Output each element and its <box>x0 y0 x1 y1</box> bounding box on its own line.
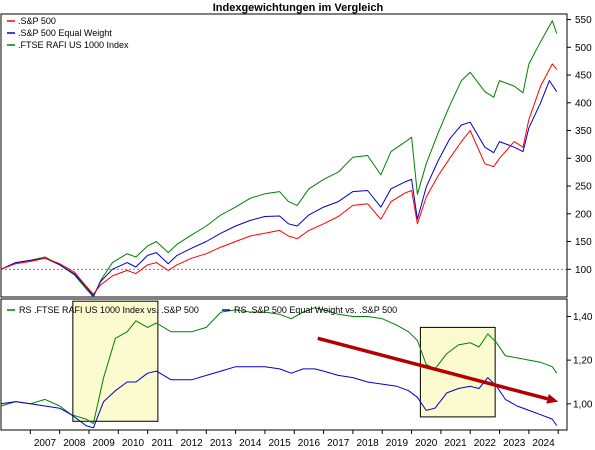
legend-label-ftse-rafi: .FTSE RAFI US 1000 Index <box>18 40 129 50</box>
x-tick-label: 2022 <box>474 438 497 449</box>
upper-y-tick-label: 200 <box>575 209 592 220</box>
trend-arrow-head <box>546 393 559 404</box>
legend-label-rs-equal-weight: RS .S&P 500 Equal Weight vs. .S&P 500 <box>234 305 397 315</box>
x-tick-label: 2007 <box>34 438 57 449</box>
x-tick-label: 2010 <box>122 438 145 449</box>
upper-panel: 100 150 200 250 300 350 400 450 500 550 .S&P 500 … <box>0 13 592 298</box>
highlight-box <box>419 326 496 418</box>
x-tick-label: 2021 <box>444 438 467 449</box>
upper-y-tick-label: 400 <box>575 98 592 109</box>
x-tick-label: 2024 <box>532 438 555 449</box>
legend-label-sp500-equal-weight: .S&P 500 Equal Weight <box>18 28 112 38</box>
x-tick-label: 2009 <box>93 438 116 449</box>
x-tick-label: 2012 <box>180 438 203 449</box>
upper-series-lines <box>0 20 558 298</box>
highlight-box <box>72 300 159 422</box>
x-tick-label: 2016 <box>298 438 321 449</box>
series-line-rs-ftse-rafi-us-1000-index-vs-s-p-500 <box>0 307 558 424</box>
x-tick-label: 2017 <box>327 438 350 449</box>
series-line-s-p-500-equal-weight <box>0 80 558 297</box>
x-tick-label: 2014 <box>239 438 262 449</box>
lower-panel: 1,00 1,20 1,40 RS .FTSE RAFI US 1000 Index… <box>0 298 593 449</box>
x-tick-label: 2023 <box>503 438 526 449</box>
x-axis: 2007 2008 2009 2010 2011 2012 2013 2014 2015 2016… <box>29 430 559 449</box>
legend-label-sp500: .S&P 500 <box>18 16 56 26</box>
upper-legend: .S&P 500 .S&P 500 Equal Weight .FTSE RAF… <box>7 16 129 50</box>
series-line-s-p-500 <box>0 63 558 295</box>
upper-plot-frame <box>0 13 568 298</box>
x-tick-label: 2008 <box>63 438 86 449</box>
lower-y-tick-label: 1,00 <box>573 399 593 410</box>
lower-y-tick-label: 1,40 <box>573 312 593 323</box>
upper-y-tick-label: 300 <box>575 154 592 165</box>
lower-legend: RS .FTSE RAFI US 1000 Index vs. .S&P 500… <box>7 305 397 315</box>
x-tick-label: 2019 <box>386 438 409 449</box>
lower-y-axis: 1,00 1,20 1,40 <box>567 312 593 410</box>
upper-y-tick-label: 550 <box>575 15 592 26</box>
upper-y-tick-label: 250 <box>575 182 592 193</box>
upper-y-tick-label: 500 <box>575 43 592 54</box>
series-line-ftse-rafi-us-1000-index <box>0 20 558 298</box>
upper-y-tick-label: 100 <box>575 265 592 276</box>
lower-plot-frame <box>0 298 568 431</box>
lower-series-lines <box>0 307 558 429</box>
upper-y-axis: 100 150 200 250 300 350 400 450 500 550 <box>567 15 592 276</box>
x-tick-label: 2013 <box>210 438 233 449</box>
trend-arrow <box>317 336 559 404</box>
upper-y-tick-label: 150 <box>575 237 592 248</box>
chart-title: Indexgewichtungen im Vergleich <box>213 2 384 14</box>
series-line-rs-s-p-500-equal-weight-vs-s-p-500 <box>0 366 558 429</box>
x-tick-label: 2018 <box>356 438 379 449</box>
x-tick-label: 2020 <box>415 438 438 449</box>
x-tick-label: 2015 <box>268 438 291 449</box>
upper-y-tick-label: 350 <box>575 126 592 137</box>
upper-y-tick-label: 450 <box>575 71 592 82</box>
trend-arrow-shaft <box>317 336 549 401</box>
legend-label-rs-ftse-rafi: RS .FTSE RAFI US 1000 Index vs. .S&P 500 <box>19 305 199 315</box>
x-tick-label: 2011 <box>152 438 174 449</box>
lower-y-tick-label: 1,20 <box>573 356 593 367</box>
